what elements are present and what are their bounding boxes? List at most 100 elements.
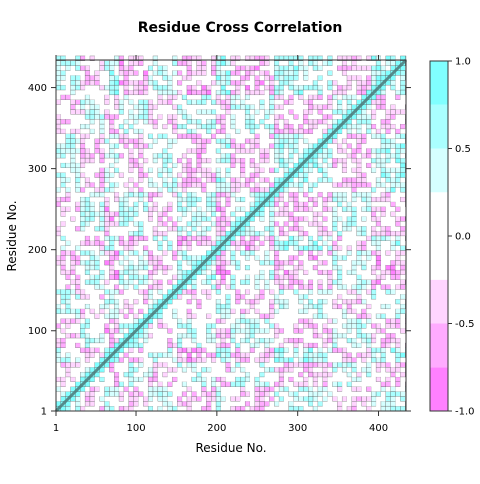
- heatmap-cell: [361, 391, 367, 397]
- heatmap-cell: [332, 318, 338, 324]
- heatmap-cell: [191, 99, 197, 105]
- heatmap-cell: [157, 221, 163, 227]
- heatmap-cell: [308, 303, 314, 310]
- heatmap-cell: [138, 294, 144, 300]
- heatmap-cell: [147, 75, 154, 81]
- heatmap-cell: [80, 138, 86, 144]
- heatmap-cell: [341, 396, 348, 402]
- heatmap-cell: [157, 211, 163, 217]
- heatmap-cell: [56, 216, 61, 222]
- heatmap-cell: [303, 191, 309, 198]
- heatmap-cell: [167, 138, 173, 144]
- heatmap-cell: [157, 338, 163, 343]
- heatmap-cell: [371, 396, 377, 402]
- heatmap-cell: [332, 352, 338, 358]
- heatmap-cell: [230, 221, 236, 227]
- heatmap-cell: [89, 231, 95, 236]
- heatmap-cell: [303, 143, 309, 149]
- heatmap-cell: [114, 109, 120, 115]
- heatmap-cell: [244, 352, 251, 358]
- heatmap-cell: [220, 352, 226, 358]
- heatmap-cell: [162, 133, 168, 139]
- heatmap-cell: [366, 158, 372, 163]
- heatmap-cell: [143, 109, 149, 115]
- heatmap-cell: [75, 143, 81, 149]
- heatmap-cell: [254, 182, 260, 188]
- heatmap-cell: [75, 197, 81, 202]
- heatmap-cell: [342, 231, 347, 236]
- heatmap-cell: [70, 357, 76, 363]
- heatmap-cell: [211, 367, 217, 373]
- heatmap-cell: [342, 372, 347, 377]
- heatmap-cell: [361, 323, 367, 329]
- heatmap-cell: [288, 94, 294, 100]
- heatmap-cell: [283, 133, 289, 139]
- heatmap-cell: [133, 284, 139, 290]
- heatmap-cell: [245, 128, 250, 134]
- heatmap-cell: [259, 235, 265, 241]
- heatmap-cell: [220, 284, 226, 290]
- heatmap-cell: [346, 201, 353, 207]
- heatmap-cell: [274, 284, 280, 290]
- heatmap-cell: [206, 55, 212, 61]
- heatmap-cell: [327, 177, 333, 183]
- heatmap-cell: [298, 328, 304, 334]
- heatmap-cell: [157, 260, 163, 266]
- heatmap-cell: [293, 284, 299, 290]
- heatmap-cell: [65, 342, 71, 348]
- heatmap-cell: [215, 333, 222, 339]
- heatmap-cell: [220, 191, 226, 198]
- heatmap-cell: [109, 216, 115, 222]
- heatmap-cell: [303, 265, 309, 270]
- heatmap-cell: [211, 167, 217, 173]
- heatmap-cell: [152, 284, 159, 290]
- heatmap-cell: [269, 94, 275, 100]
- heatmap-cell: [211, 65, 217, 71]
- heatmap-cell: [240, 260, 246, 266]
- heatmap-cell: [293, 182, 299, 188]
- heatmap-cell: [186, 376, 192, 382]
- heatmap-cell: [60, 104, 66, 110]
- heatmap-cell: [288, 269, 294, 275]
- heatmap-cell: [356, 289, 362, 295]
- heatmap-cell: [375, 157, 382, 164]
- heatmap-cell: [313, 89, 318, 95]
- heatmap-cell: [371, 230, 377, 237]
- heatmap-cell: [361, 206, 367, 212]
- heatmap-cell: [278, 153, 285, 159]
- heatmap-cell: [380, 376, 386, 382]
- heatmap-cell: [298, 294, 304, 300]
- heatmap-cell: [123, 318, 129, 324]
- heatmap-cell: [162, 187, 168, 193]
- heatmap-cell: [133, 157, 139, 164]
- heatmap-cell: [264, 206, 270, 212]
- heatmap-cell: [172, 279, 178, 285]
- heatmap-cell: [322, 153, 328, 159]
- heatmap-cell: [128, 313, 134, 319]
- heatmap-cell: [201, 114, 207, 120]
- heatmap-cell: [133, 294, 139, 300]
- heatmap-cell: [104, 391, 110, 397]
- heatmap-cell: [167, 192, 173, 197]
- heatmap-cell: [109, 255, 115, 261]
- heatmap-cell: [80, 231, 86, 236]
- heatmap-cell: [264, 391, 270, 397]
- heatmap-cell: [196, 313, 202, 319]
- heatmap-cell: [186, 372, 192, 377]
- heatmap-cell: [380, 65, 386, 71]
- heatmap-cell: [177, 269, 183, 275]
- heatmap-cell: [308, 386, 314, 392]
- heatmap-cell: [123, 250, 129, 256]
- heatmap-cell: [56, 158, 61, 163]
- heatmap-cell: [196, 386, 202, 392]
- heatmap-cell: [303, 65, 309, 71]
- heatmap-cell: [269, 221, 275, 227]
- heatmap-cell: [245, 367, 250, 373]
- heatmap-cell: [128, 206, 134, 212]
- heatmap-cell: [211, 109, 217, 115]
- heatmap-cell: [371, 313, 377, 319]
- heatmap-cell: [259, 376, 265, 382]
- heatmap-cell: [366, 128, 372, 134]
- heatmap-cell: [380, 211, 386, 217]
- heatmap-cell: [181, 226, 188, 232]
